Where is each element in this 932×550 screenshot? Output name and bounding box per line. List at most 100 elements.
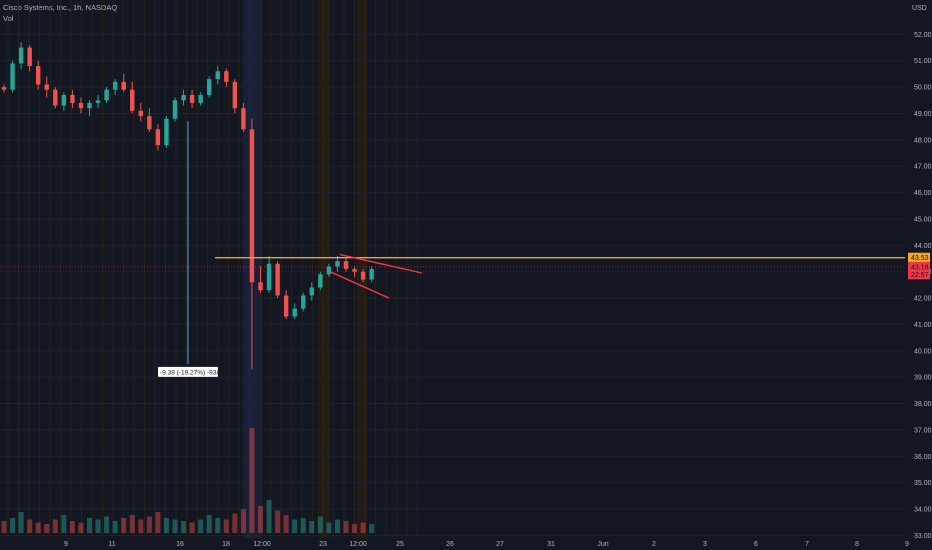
candle-body <box>335 261 340 267</box>
volume-bar <box>35 522 41 533</box>
volume-bar <box>215 518 221 533</box>
volume-bar <box>198 519 204 533</box>
candle-body <box>215 71 220 80</box>
candle-body <box>87 102 92 109</box>
candle-body <box>275 263 280 296</box>
candle-body <box>258 282 263 291</box>
price-label-box <box>908 252 930 263</box>
candle-body <box>164 118 169 146</box>
price-axis: 52.00 51.00 50.00 49.00 48.00 47.00 46.00 45.00… <box>908 32 932 540</box>
volume-bar <box>360 522 366 533</box>
candle-body <box>44 84 49 90</box>
x-tick-label: 12:00 <box>349 541 367 548</box>
x-tick-label: 12:00 <box>253 541 271 548</box>
volume-bar <box>61 515 67 533</box>
volume-bar <box>52 519 58 533</box>
y-tick-label: 42.00 <box>914 296 932 303</box>
measure-label: -9.38 (-19.27%) -938 <box>160 369 220 376</box>
volume-bar <box>10 518 16 533</box>
volume-bar <box>146 516 152 533</box>
x-tick-label: 2 <box>652 541 656 548</box>
volume-bar <box>155 512 161 533</box>
volume-bar <box>163 518 169 533</box>
candle-body <box>53 89 58 106</box>
volume-bar <box>1 521 7 533</box>
price-label: 22:57 <box>911 272 929 279</box>
candle-body <box>309 287 314 296</box>
y-tick-label: 40.00 <box>914 348 932 355</box>
candle-body <box>352 269 357 272</box>
candle-body <box>343 261 349 270</box>
volume-bar <box>223 519 229 533</box>
volume-bar <box>352 524 358 533</box>
x-tick-label: 27 <box>496 541 504 548</box>
volume-bar <box>249 428 255 533</box>
volume-bar <box>69 521 75 533</box>
candle-body <box>181 95 186 101</box>
candle-body <box>27 47 32 67</box>
volume-bar <box>266 500 272 533</box>
candle-body <box>241 108 246 130</box>
candle-body <box>1 87 7 90</box>
candle-body <box>121 81 126 90</box>
x-tick-label: 6 <box>754 541 758 548</box>
y-tick-label: 45.00 <box>914 216 932 223</box>
volume-bar <box>189 522 195 533</box>
volume-bar <box>343 521 349 533</box>
candle-body <box>61 95 67 106</box>
volume-bar <box>104 516 110 533</box>
volume-bar <box>309 521 315 533</box>
time-axis: 9 11 16 18 12:00 23 12:00 25 26 27 31 Jun 2 3 6 7 8 9 <box>64 541 909 548</box>
volume-bar <box>172 519 178 533</box>
currency-label: USD <box>912 5 927 12</box>
y-tick-label: 46.00 <box>914 190 932 197</box>
volume-bar <box>18 512 24 533</box>
x-tick-label: 8 <box>855 541 859 548</box>
x-tick-label: Jun <box>597 541 608 548</box>
y-tick-label: 39.00 <box>914 375 932 382</box>
volume-bar <box>95 519 101 533</box>
x-tick-label: 9 <box>905 541 909 548</box>
grid-lines <box>0 33 905 536</box>
candle-body <box>360 271 366 280</box>
candle-body <box>249 129 255 283</box>
volume-bar <box>326 522 332 533</box>
volume-bar <box>240 509 246 533</box>
candle-body <box>138 110 143 117</box>
candle-body <box>283 295 289 317</box>
volume-bar <box>292 519 298 533</box>
candle-body <box>155 129 161 146</box>
x-tick-label: 31 <box>547 541 555 548</box>
candle-body <box>147 116 152 130</box>
volume-bar <box>112 521 118 533</box>
session-bands <box>7 0 418 538</box>
candle-body <box>95 100 101 103</box>
volume-bar <box>87 518 92 533</box>
x-tick-label: 23 <box>319 541 327 548</box>
y-tick-label: 49.00 <box>914 111 932 118</box>
candle-body <box>266 263 272 291</box>
volume-bar <box>121 518 127 533</box>
session-band <box>357 0 367 538</box>
candle-body <box>36 66 41 85</box>
candle-body <box>112 81 118 90</box>
y-tick-label: 52.00 <box>914 32 932 39</box>
candle-body <box>78 102 84 109</box>
flag-upper-line[interactable] <box>339 253 423 274</box>
volume-bar <box>44 524 50 533</box>
volume-bar <box>317 516 323 533</box>
y-tick-label: 37.00 <box>914 427 932 434</box>
volume-bar <box>181 521 187 533</box>
volume-bar <box>283 515 289 533</box>
candle-body <box>207 79 212 96</box>
y-tick-label: 47.00 <box>914 164 932 171</box>
x-tick-label: 26 <box>446 541 454 548</box>
flag-lower-line[interactable] <box>329 271 390 299</box>
candle-body <box>292 308 297 317</box>
x-tick-label: 9 <box>64 541 68 548</box>
x-tick-label: 7 <box>805 541 809 548</box>
x-tick-label: 18 <box>222 541 230 548</box>
candle-body <box>369 269 374 280</box>
y-tick-label: 36.00 <box>914 454 932 461</box>
